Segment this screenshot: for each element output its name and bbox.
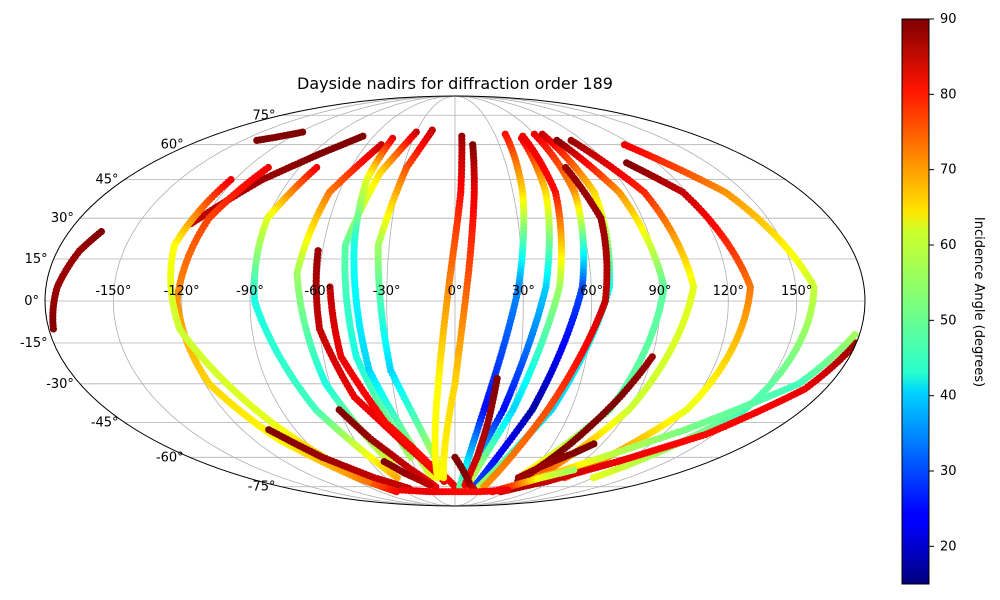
colorbar-tick-label: 80 — [940, 87, 957, 102]
track-point — [851, 331, 859, 339]
latitude-tick-label: -15° — [20, 336, 48, 351]
track-point — [590, 440, 598, 448]
track-point — [393, 474, 401, 482]
longitude-tick-label: 120° — [713, 284, 744, 299]
data-tracks — [49, 126, 860, 496]
latitude-tick-label: -75° — [248, 480, 276, 495]
chart-title: Dayside nadirs for diffraction order 189 — [297, 74, 613, 93]
longitude-tick-label: -60° — [304, 284, 332, 299]
track-point — [434, 474, 442, 482]
track-point — [504, 486, 512, 494]
longitude-tick-label: 150° — [781, 284, 812, 299]
latitude-tick-label: -60° — [156, 450, 184, 465]
colorbar-tick-label: 90 — [940, 12, 957, 27]
latitude-tick-label: 15° — [25, 252, 48, 267]
track-point — [299, 128, 307, 136]
track-point — [648, 353, 656, 361]
colorbar-tick-label: 60 — [940, 238, 957, 253]
colorbar-tick-label: 70 — [940, 163, 957, 178]
track-point — [97, 228, 105, 236]
latitude-tick-label: 45° — [96, 173, 119, 188]
track-point — [426, 481, 434, 489]
latitude-tick-label: 60° — [161, 138, 184, 153]
latitude-tick-label: 75° — [252, 108, 275, 123]
longitude-tick-label: 30° — [512, 284, 535, 299]
track-point — [590, 474, 598, 482]
colorbar-tick-label: 50 — [940, 313, 957, 328]
longitude-tick-label: 60° — [580, 284, 603, 299]
longitude-tick-labels: -150° -120° -90° -60° -30° 0° 30° 60° 90° 120° 150… — [95, 284, 812, 299]
track-point — [359, 132, 367, 140]
colorbar: 20 30 40 50 60 70 80 90 Incidence Angle (degree… — [901, 12, 986, 585]
colorbar-tick-label: 20 — [940, 539, 957, 554]
colorbar-tick-label: 30 — [940, 464, 957, 479]
latitude-tick-label: -30° — [46, 377, 74, 392]
colorbar-label: Incidence Angle (degrees) — [971, 217, 986, 387]
longitude-tick-label: -90° — [236, 284, 264, 299]
latitude-tick-label: 0° — [24, 294, 39, 309]
map-grid — [45, 95, 865, 507]
track-point — [439, 474, 448, 482]
longitude-tick-label: -120° — [164, 284, 200, 299]
longitude-tick-label: -150° — [95, 284, 131, 299]
latitude-tick-label: 30° — [51, 211, 74, 226]
colorbar-gradient — [901, 18, 930, 585]
longitude-tick-label: 0° — [448, 284, 463, 299]
track-point — [570, 466, 578, 474]
colorbar-ticks: 20 30 40 50 60 70 80 90 — [929, 12, 957, 554]
longitude-tick-label: -30° — [373, 284, 401, 299]
longitude-tick-label: 90° — [648, 284, 671, 299]
track-point — [392, 488, 401, 496]
colorbar-tick-label: 40 — [940, 389, 957, 404]
latitude-tick-label: -45° — [91, 415, 119, 430]
